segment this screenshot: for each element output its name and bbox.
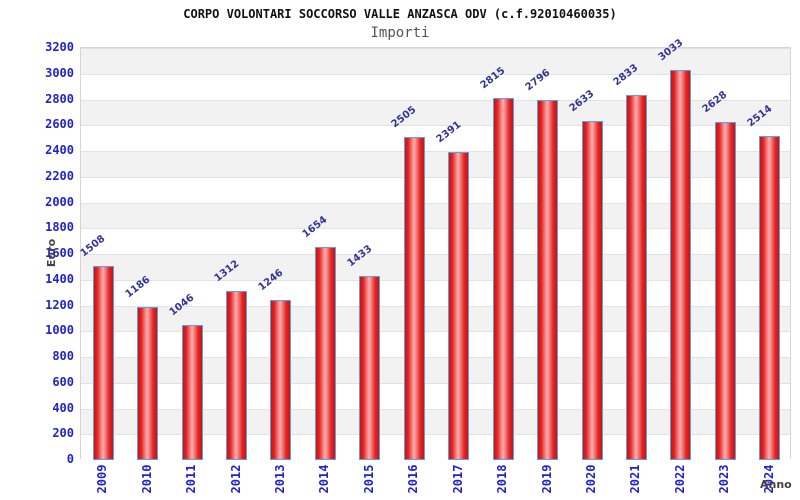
bar-2013 (270, 299, 292, 460)
bar-2018 (492, 97, 514, 460)
y-tick-label: 1400 (45, 271, 74, 286)
gridline (81, 151, 790, 152)
x-tick-label: 2015 (361, 464, 376, 494)
x-tick-label: 2020 (584, 464, 599, 494)
gridline (81, 202, 790, 204)
chart-subtitle: Importi (370, 25, 430, 41)
bar-2017 (448, 152, 470, 460)
x-axis-title: Anno (760, 478, 792, 491)
bar-2023 (714, 121, 736, 460)
x-tick-label: 2009 (95, 464, 110, 494)
bar-2015 (359, 275, 381, 460)
y-tick-label: 3000 (45, 65, 74, 80)
bar-2019 (537, 100, 559, 460)
x-tick-label: 2011 (184, 464, 199, 494)
x-tick-label: 2019 (539, 464, 554, 494)
y-tick-label: 400 (52, 400, 74, 415)
y-tick-label: 800 (52, 349, 74, 363)
gridline (81, 305, 790, 307)
bar-2016 (403, 137, 425, 460)
y-tick-label: 1000 (45, 323, 74, 338)
x-tick-label: 2017 (450, 464, 465, 494)
y-tick-label: 600 (52, 374, 74, 389)
bar-2010 (137, 307, 159, 460)
gridline (81, 73, 790, 75)
y-tick-label: 200 (52, 426, 74, 441)
gridline (81, 99, 790, 101)
plot-area (80, 47, 791, 460)
x-tick-label: 2016 (406, 464, 421, 494)
bar-2020 (581, 121, 603, 460)
x-tick-label: 2010 (139, 464, 154, 494)
chart-title: CORPO VOLONTARI SOCCORSO VALLE ANZASCA O… (183, 7, 617, 21)
bar-2009 (92, 265, 114, 460)
gridline (81, 279, 790, 281)
x-tick-label: 2023 (717, 464, 732, 494)
bar-2012 (226, 291, 248, 460)
gridline (81, 176, 790, 178)
gridline (81, 357, 790, 358)
y-tick-label: 1600 (45, 246, 74, 260)
x-tick-label: 2021 (628, 464, 643, 494)
x-tick-label: 2018 (495, 464, 510, 494)
gridline (81, 408, 790, 410)
gridline (81, 382, 790, 384)
y-tick-label: 1800 (45, 220, 74, 235)
gridline (81, 254, 790, 255)
y-tick-label: 3200 (45, 40, 74, 54)
x-tick-label: 2014 (317, 464, 332, 494)
bar-2022 (670, 69, 692, 460)
x-tick-label: 2013 (272, 464, 287, 494)
gridline (81, 331, 790, 333)
y-tick-label: 2800 (45, 91, 74, 106)
gridline (81, 125, 790, 127)
y-tick-label: 2000 (45, 194, 74, 209)
x-tick-label: 2012 (228, 464, 243, 494)
y-tick-label: 2200 (45, 168, 74, 183)
bar-2024 (759, 136, 781, 460)
gridline (81, 434, 790, 436)
bar-2014 (314, 247, 336, 460)
bar-2021 (625, 95, 647, 460)
y-tick-label: 2600 (45, 117, 74, 132)
gridline (81, 48, 790, 49)
x-tick-label: 2022 (672, 464, 687, 494)
y-tick-label: 2400 (45, 143, 74, 157)
bar-2011 (181, 325, 203, 460)
gridline (81, 228, 790, 230)
y-tick-label: 0 (66, 452, 74, 466)
y-axis-title: Euro (45, 238, 58, 268)
y-tick-label: 1200 (45, 297, 74, 312)
background-band (81, 48, 790, 74)
